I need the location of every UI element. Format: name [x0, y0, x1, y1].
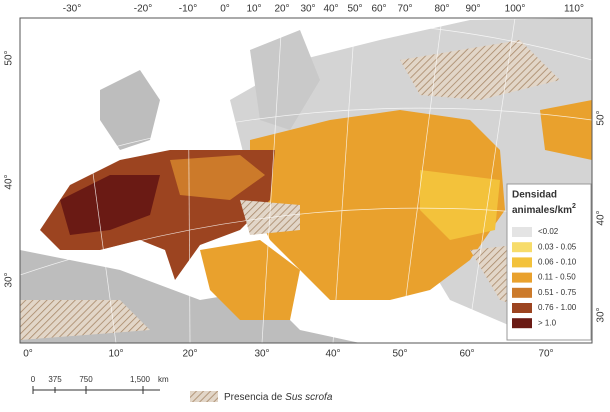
scale-unit: km	[158, 375, 169, 384]
bottom-label: 60°	[459, 349, 474, 360]
top-label: 100°	[505, 4, 526, 15]
legend-label: 0.03 - 0.05	[538, 242, 577, 251]
legend-title-text: animales/km	[512, 205, 572, 216]
scale-label: 0	[31, 375, 36, 384]
bottom-label: 20°	[182, 349, 197, 360]
top-label: 50°	[347, 4, 362, 15]
top-label: 40°	[323, 4, 338, 15]
bottom-label: 40°	[325, 349, 340, 360]
legend-swatch	[512, 303, 532, 313]
legend-label: 0.76 - 1.00	[538, 303, 577, 312]
top-label: 110°	[564, 4, 584, 15]
right-label: 50°	[596, 110, 607, 125]
legend-swatch	[512, 227, 532, 237]
presence-text: Presencia de	[224, 392, 285, 403]
legend-title: animales/km2	[512, 203, 576, 216]
presence-swatch	[190, 391, 218, 402]
left-label: 30°	[4, 272, 15, 287]
legend-label: 0.11 - 0.50	[538, 273, 576, 282]
scale-labels: 0 375 750 1,500	[31, 375, 151, 384]
legend-label: 0.06 - 0.10	[538, 258, 577, 267]
map-area	[20, 18, 592, 343]
legend-swatch	[512, 272, 532, 283]
bottom-label: 0°	[23, 349, 33, 360]
right-label: 40°	[596, 210, 607, 225]
top-label: -10°	[179, 4, 197, 15]
top-label: 30°	[300, 4, 315, 15]
scale-label: 1,500	[130, 375, 151, 384]
top-label: -30°	[63, 4, 81, 15]
scale-bar: 0 375 750 1,500 km	[31, 375, 169, 394]
legend-swatch	[512, 287, 532, 298]
bottom-label: 10°	[108, 349, 123, 360]
top-label: 0°	[220, 4, 230, 15]
legend-title: Densidad	[512, 190, 557, 201]
legend-title-sup: 2	[572, 203, 576, 210]
legend-label: 0.51 - 0.75	[538, 288, 577, 297]
map-frame	[19, 17, 593, 344]
bottom-label: 50°	[392, 349, 407, 360]
left-label: 40°	[4, 174, 15, 189]
right-label: 30°	[596, 307, 607, 322]
bottom-label: 30°	[254, 349, 269, 360]
bottom-label: 70°	[538, 349, 553, 360]
legend-items: <0.02 0.03 - 0.05 0.06 - 0.10 0.11 - 0.50 0.…	[512, 227, 577, 329]
legend-swatch	[512, 318, 532, 329]
graticule-labels: -30° -20° -10° 0° 10° 20° 30° 40° 50° 60° 70° 80° 90…	[4, 4, 607, 360]
top-label: 10°	[246, 4, 261, 15]
presence-species: Sus scrofa	[285, 392, 333, 403]
legend-label: <0.02	[538, 227, 559, 236]
scale-label: 375	[48, 375, 62, 384]
scale-label: 750	[79, 375, 93, 384]
legend-swatch	[512, 242, 532, 253]
top-label: 70°	[397, 4, 412, 15]
top-label: 80°	[434, 4, 449, 15]
top-label: 90°	[465, 4, 480, 15]
legend-label: > 1.0	[538, 318, 557, 327]
top-label: 20°	[274, 4, 289, 15]
top-label: -20°	[134, 4, 152, 15]
left-label: 50°	[4, 50, 15, 65]
presence-label: Presencia de Sus scrofa	[224, 392, 333, 403]
top-label: 60°	[371, 4, 386, 15]
legend: Densidad animales/km2 <0.02 0.03 - 0.05 0.…	[506, 183, 592, 341]
legend-swatch	[512, 257, 532, 268]
